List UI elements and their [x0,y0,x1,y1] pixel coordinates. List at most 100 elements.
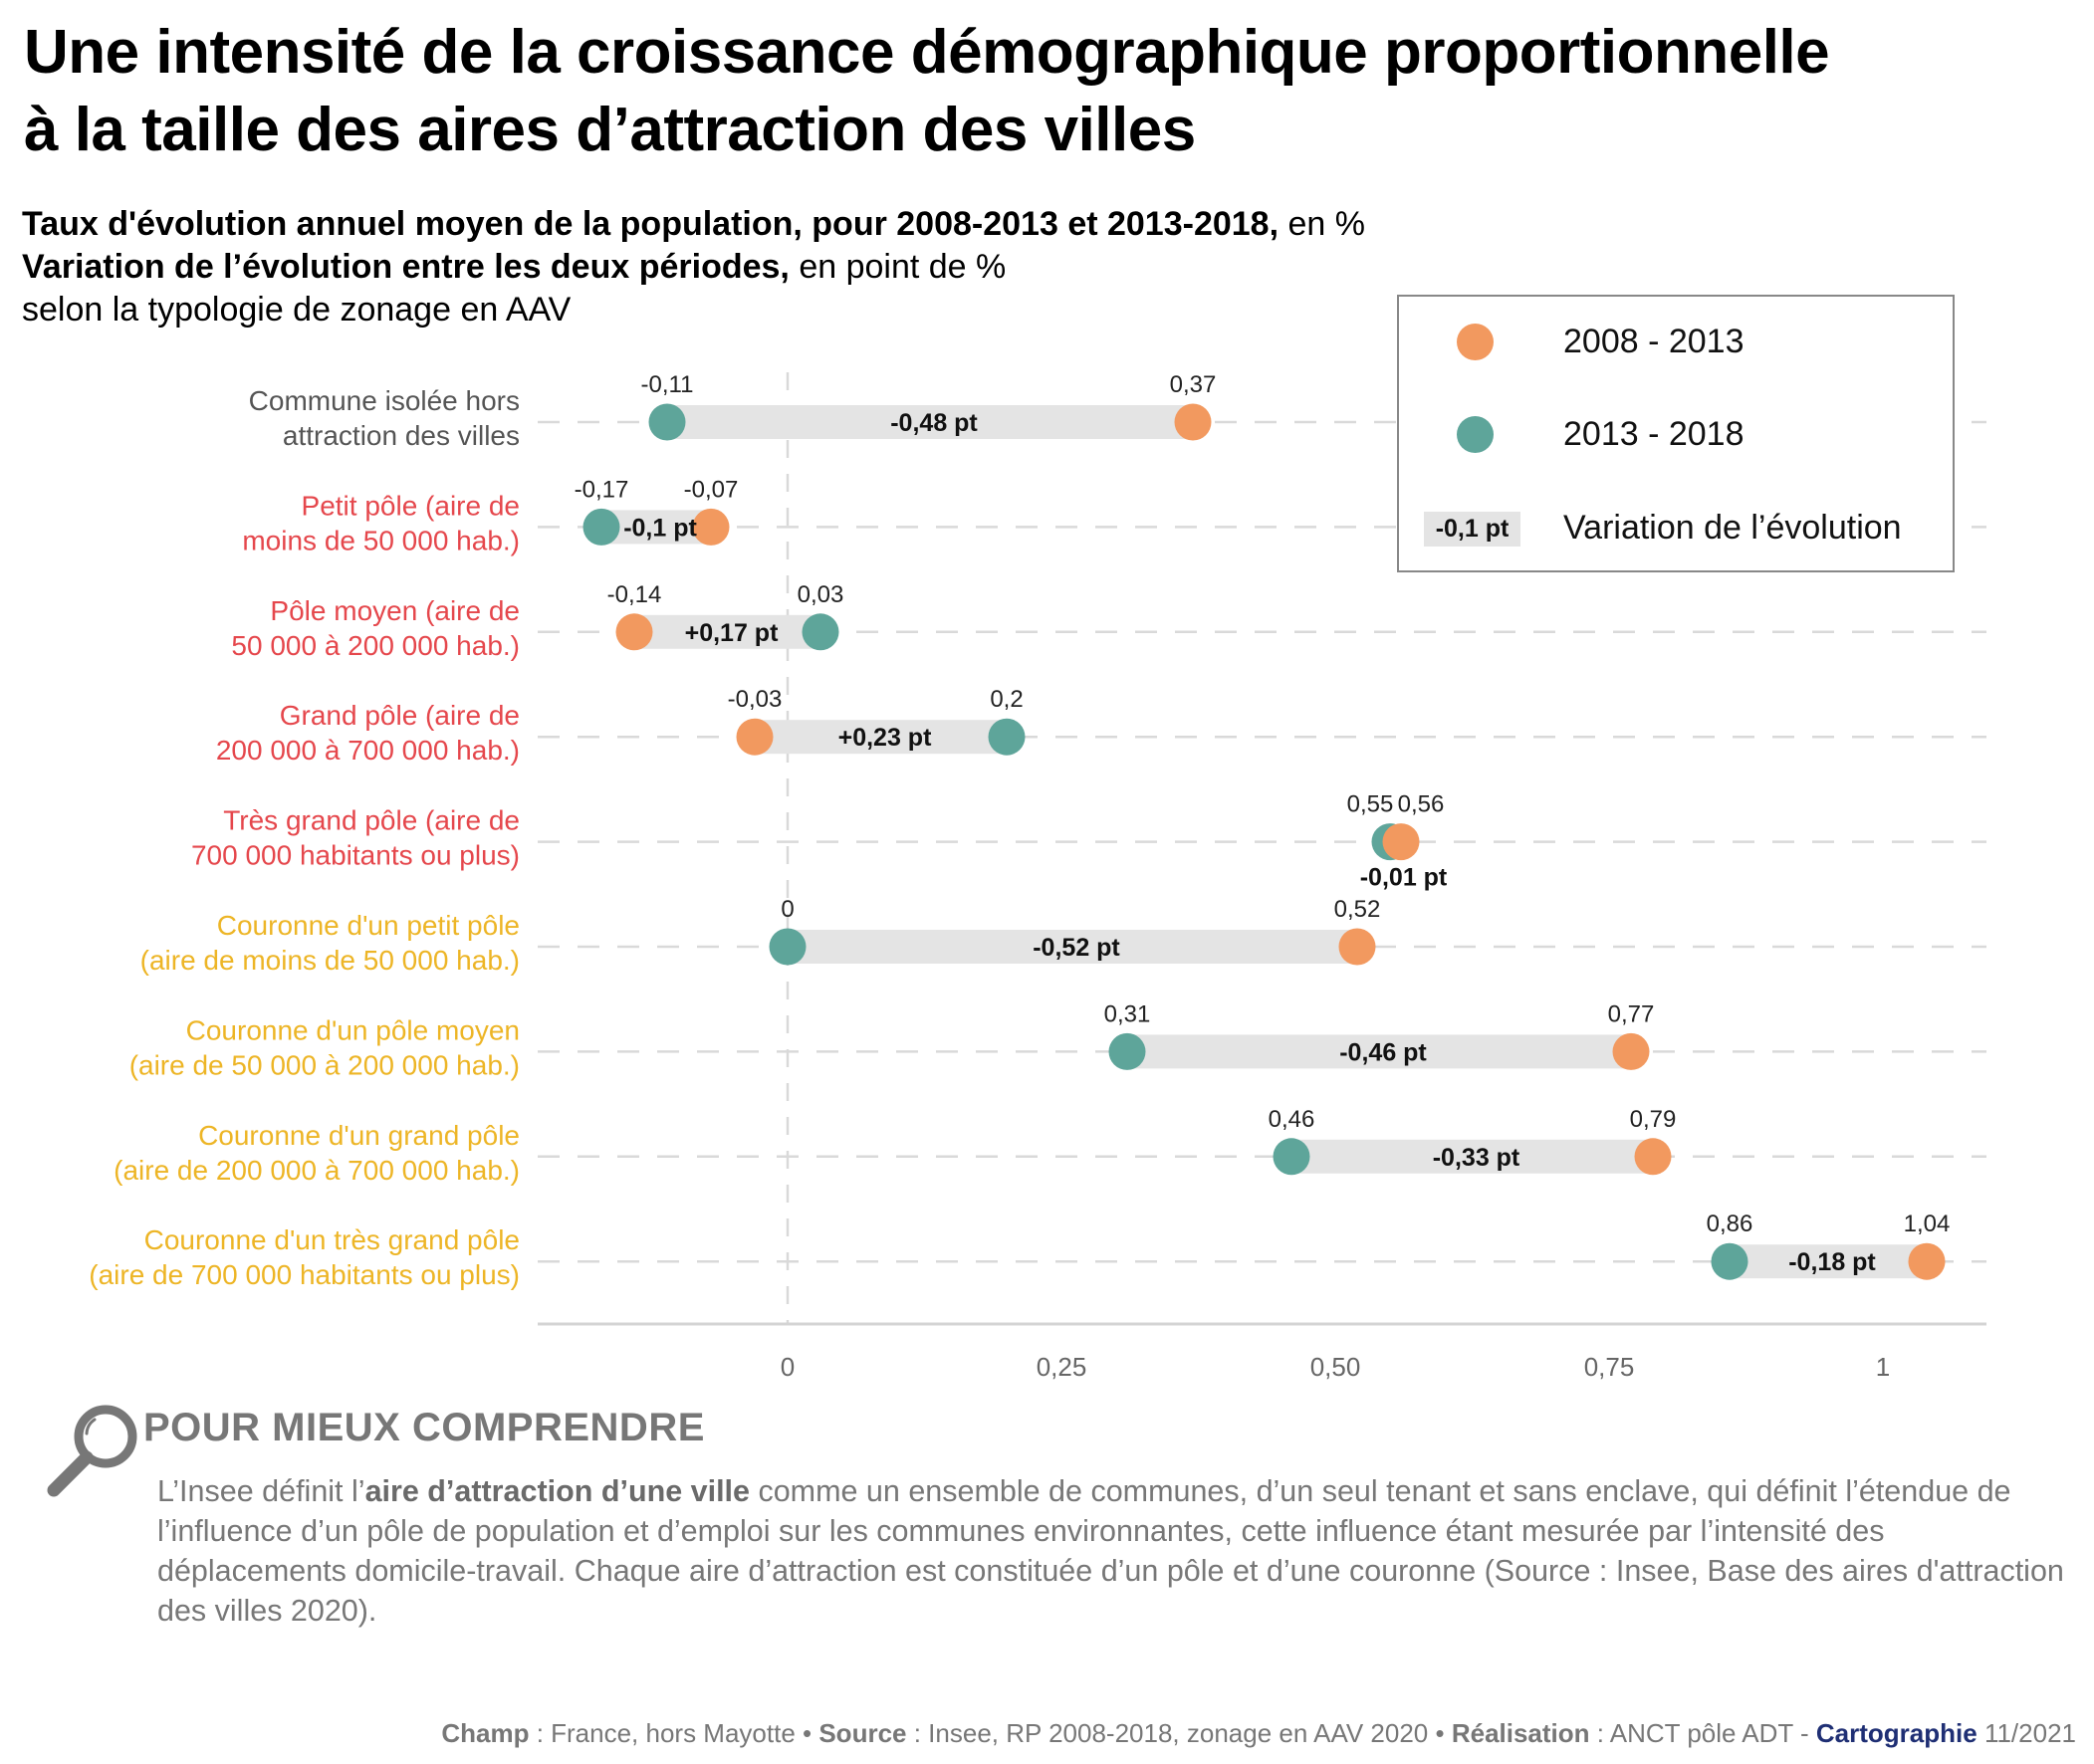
footer-date: 11/2021 [1977,1718,2076,1748]
variation-label: -0,48 pt [890,409,978,437]
data-points [582,403,1946,1280]
footer-cartographie: Cartographie [1815,1718,1978,1748]
variation-bar [1730,1244,1935,1279]
variation-label: +0,17 pt [685,619,779,647]
subtitle-line-3: selon la typologie de zonage en AAV [22,291,572,329]
point-2008-2013 [615,613,653,651]
footer-realisation-text: : ANCT pôle ADT - [1589,1718,1816,1748]
point-2008-2013 [1612,1032,1650,1070]
category-label-line: Pôle moyen (aire de [270,595,520,626]
footer-source-label: Source [818,1718,907,1748]
point-2008-2013 [1382,823,1420,861]
point-2008-2013 [1634,1138,1672,1176]
footer-credits: Champ : France, hors Mayotte • Source : … [441,1718,2076,1749]
value-label-2013-2018: -0,11 [641,371,694,398]
category-label-line: Petit pôle (aire de [302,490,520,521]
point-2013-2018 [1108,1032,1146,1070]
legend-label-2008-2013: 2008 - 2013 [1563,323,1745,360]
category-label-line: 50 000 à 200 000 hab.) [231,630,520,661]
legend-label-variation: Variation de l’évolution [1563,509,1902,547]
point-2013-2018 [582,508,620,546]
understand-text-bold: aire d’attraction d’une ville [364,1474,750,1508]
chart-legend: 2008 - 2013 2013 - 2018 -0,1 pt Variatio… [1397,295,1955,572]
subtitle-line-2-rest: en point de % [789,248,1007,286]
category-label: Petit pôle (aire de moins de 50 000 hab.) [242,490,520,555]
category-label-line: (aire de 200 000 à 700 000 hab.) [114,1155,520,1186]
subtitle-line-1-rest: en % [1279,205,1365,243]
category-label: Couronne d'un grand pôle (aire de 200 000… [114,1120,520,1186]
dumbbell-chart: 0 0,25 0,50 0,75 1 Commune isolée hors attract… [89,371,1986,1382]
understand-heading: POUR MIEUX COMPRENDRE [143,1406,705,1449]
x-tick-label: 0,50 [1310,1352,1361,1382]
subtitle-line-2-bold: Variation de l’évolution entre les deux … [22,248,790,286]
category-label-line: (aire de 50 000 à 200 000 hab.) [129,1049,520,1080]
point-2013-2018 [648,403,686,441]
value-label-2008-2013: -0,14 [607,581,662,608]
category-label: Couronne d'un petit pôle (aire de moins d… [140,910,520,976]
variation-bars [601,405,1935,1279]
x-tick-label: 0,75 [1584,1352,1635,1382]
category-label-line: 700 000 habitants ou plus) [191,840,520,871]
legend-dot-2008-2013 [1457,324,1494,360]
chart-labels: 0 0,25 0,50 0,75 1 Commune isolée hors attract… [89,371,1950,1382]
category-label-line: Grand pôle (aire de [280,700,520,731]
x-tick-label: 0,25 [1037,1352,1087,1382]
variation-bar [1291,1139,1661,1174]
subtitle-line-1-bold: Taux d'évolution annuel moyen de la popu… [22,205,1280,243]
category-label-line: (aire de moins de 50 000 hab.) [140,945,520,976]
category-label-line: Couronne d'un très grand pôle [144,1224,520,1255]
point-2008-2013 [1338,928,1376,966]
point-2008-2013 [1908,1242,1946,1280]
value-label-2008-2013: -0,03 [728,686,783,713]
value-label-2013-2018: 0 [781,896,794,923]
variation-label: -0,46 pt [1339,1038,1427,1066]
footer-champ-label: Champ [441,1718,530,1748]
point-2013-2018 [1711,1242,1748,1280]
variation-label: -0,52 pt [1033,934,1120,962]
category-label-line: moins de 50 000 hab.) [242,525,520,555]
category-label-line: 200 000 à 700 000 hab.) [216,735,520,766]
category-label-line: (aire de 700 000 habitants ou plus) [89,1259,520,1290]
variation-label: -0,01 pt [1360,864,1448,892]
point-2013-2018 [988,718,1026,756]
value-label-2008-2013: 0,56 [1398,791,1445,818]
legend-dot-2013-2018 [1457,416,1494,453]
value-label-2008-2013: 0,77 [1608,1000,1655,1027]
category-label: Couronne d'un pôle moyen (aire de 50 000 … [129,1014,520,1080]
category-label-line: Couronne d'un pôle moyen [186,1014,520,1045]
variation-bar [634,614,828,649]
legend-label-2013-2018: 2013 - 2018 [1563,415,1745,453]
x-tick-label: 0 [781,1352,795,1382]
subtitle-line-2: Variation de l’évolution entre les deux … [22,246,1365,289]
page-title: Une intensité de la croissance démograph… [24,14,2085,169]
category-label-line: Couronne d'un petit pôle [217,910,520,941]
category-label-line: attraction des villes [283,420,520,451]
variation-label: -0,18 pt [1788,1248,1876,1276]
category-label: Pôle moyen (aire de 50 000 à 200 000 hab.… [231,595,520,661]
understand-text-after: comme un ensemble de communes, d’un seul… [157,1474,2064,1628]
footer-realisation-label: Réalisation [1451,1718,1590,1748]
point-2013-2018 [1273,1138,1310,1176]
value-label-2008-2013: 0,79 [1630,1106,1677,1133]
variation-label: -0,1 pt [623,514,697,542]
category-label: Très grand pôle (aire de 700 000 habitant… [191,805,520,871]
variation-bar [755,720,1015,755]
subtitle-line-1: Taux d'évolution annuel moyen de la popu… [22,203,1365,246]
value-label-2008-2013: -0,07 [684,476,739,503]
category-label-line: Couronne d'un grand pôle [198,1120,520,1151]
value-label-2008-2013: 0,37 [1170,371,1217,398]
value-label-2013-2018: 0,86 [1707,1211,1753,1237]
understand-text-before: L’Insee définit l’ [157,1474,365,1508]
x-tick-label: 1 [1876,1352,1890,1382]
footer-source-text: : Insee, RP 2008-2018, zonage en AAV 202… [906,1718,1452,1748]
title-line-1: Une intensité de la croissance démograph… [24,18,1830,87]
title-line-2: à la taille des aires d’attraction des v… [24,96,1196,164]
value-label-2013-2018: 0,31 [1104,1000,1151,1027]
point-2008-2013 [692,508,730,546]
understand-text: L’Insee définit l’aire d’attraction d’un… [157,1471,2079,1631]
category-label-line: Très grand pôle (aire de [223,805,520,836]
magnifier-icon [47,1405,137,1497]
value-label-2013-2018: 0,46 [1269,1106,1315,1133]
variation-bar [1127,1034,1639,1069]
value-label-2008-2013: 0,52 [1334,896,1381,923]
